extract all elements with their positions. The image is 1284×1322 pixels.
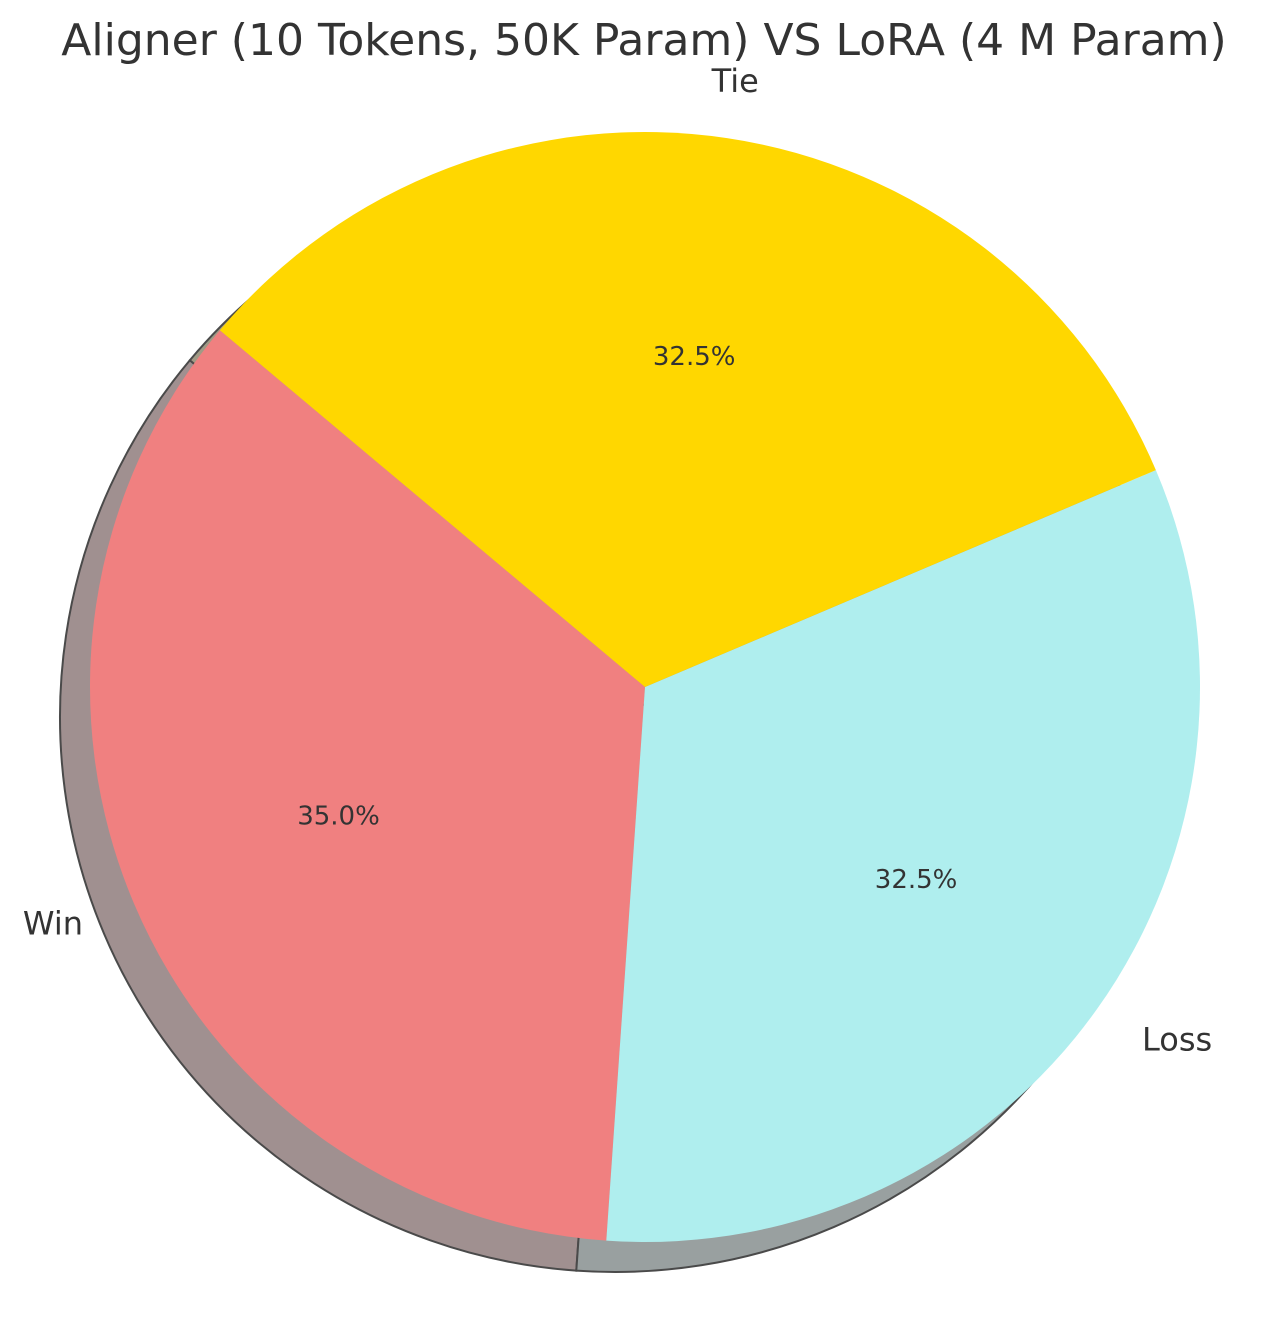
pie-labels: Win 35.0% Loss 32.5% Tie 32.5% — [23, 62, 1212, 1058]
slice-percent-tie: 32.5% — [653, 342, 736, 372]
slice-label-loss: Loss — [1142, 1021, 1212, 1059]
slice-label-tie: Tie — [711, 62, 759, 100]
pie-slices — [90, 132, 1201, 1243]
pie-slice-win — [90, 330, 646, 1241]
slice-percent-win: 35.0% — [297, 802, 380, 832]
pie-slice-tie — [219, 132, 1156, 688]
pie-slice-loss — [606, 470, 1201, 1243]
slice-percent-loss: 32.5% — [875, 865, 958, 895]
slice-label-win: Win — [23, 905, 83, 943]
chart-title: Aligner (10 Tokens, 50K Param) VS LoRA (… — [61, 15, 1226, 66]
